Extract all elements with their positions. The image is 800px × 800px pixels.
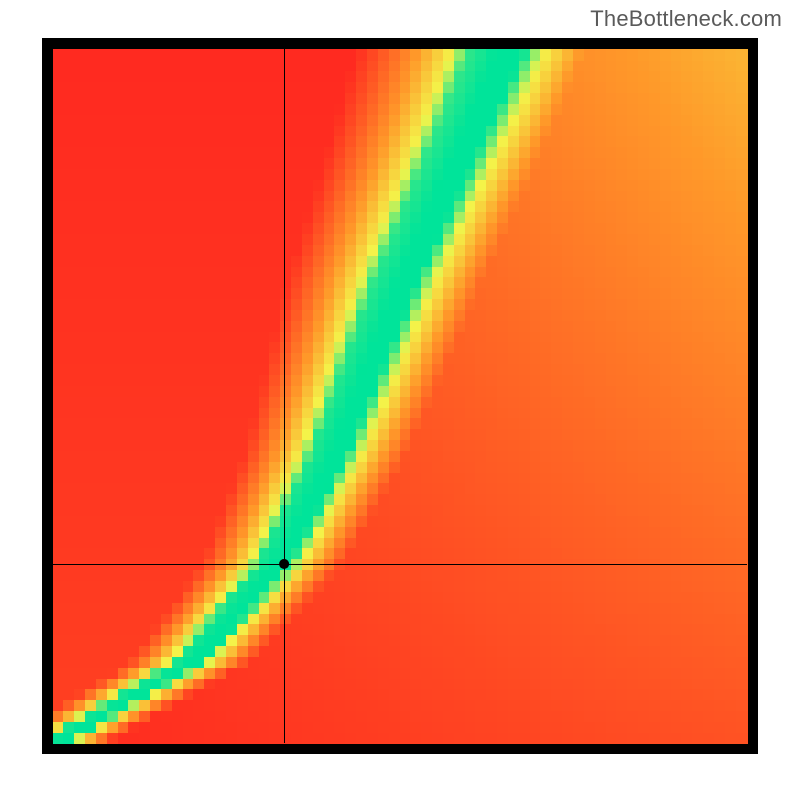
chart-container: TheBottleneck.com (0, 0, 800, 800)
heatmap-canvas (42, 38, 758, 754)
heatmap-plot (42, 38, 758, 754)
watermark-text: TheBottleneck.com (590, 6, 782, 32)
